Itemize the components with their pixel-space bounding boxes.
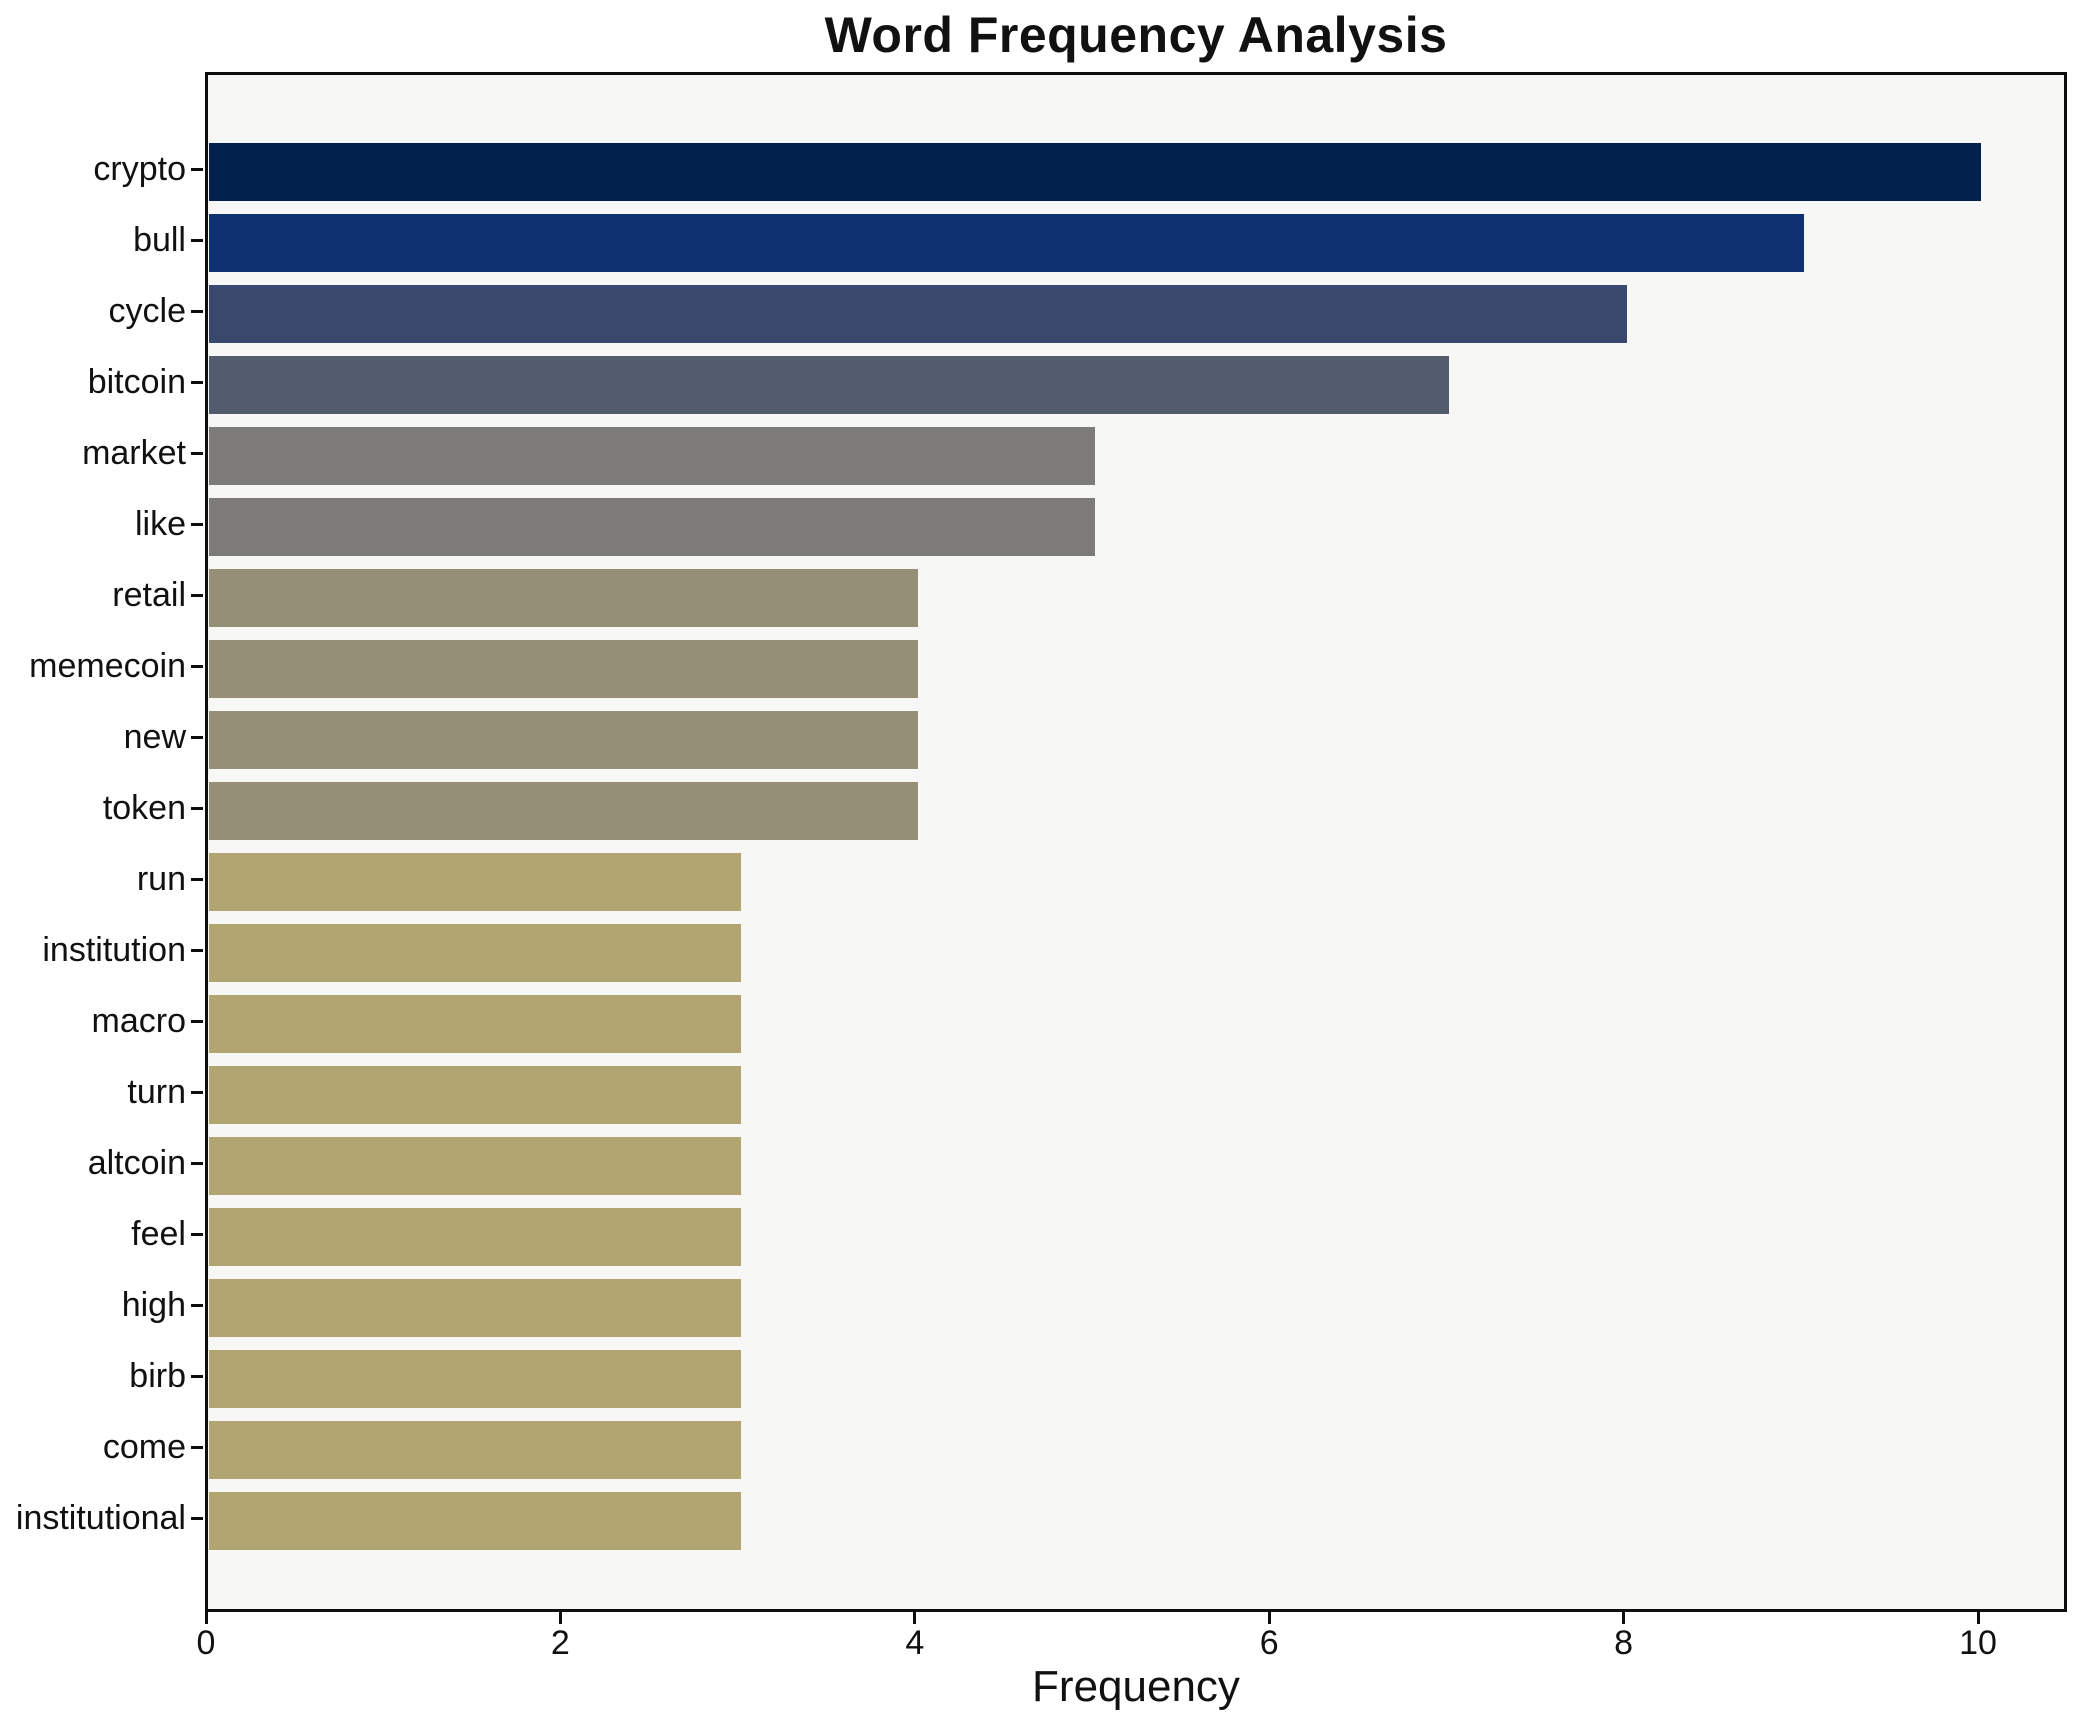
y-tick-mark <box>191 594 203 597</box>
y-tick-label-altcoin: altcoin <box>87 1144 186 1182</box>
y-tick-label-turn: turn <box>127 1073 186 1111</box>
y-tick-label-institution: institution <box>42 931 186 969</box>
bar-bitcoin <box>209 356 1450 414</box>
x-axis-title: Frequency <box>1032 1662 1240 1711</box>
bar-birb <box>209 1350 741 1408</box>
bar-high <box>209 1279 741 1337</box>
x-tick-mark <box>204 1612 208 1624</box>
bar-crypto <box>209 143 1981 201</box>
y-tick-mark <box>191 1446 203 1449</box>
x-tick-mark <box>1976 1612 1980 1624</box>
bar-macro <box>209 995 741 1053</box>
bar-institution <box>209 924 741 982</box>
bar-market <box>209 427 1095 485</box>
y-tick-mark <box>191 1162 203 1165</box>
y-tick-mark <box>191 736 203 739</box>
x-tick-mark <box>558 1612 562 1624</box>
y-tick-mark <box>191 239 203 242</box>
plot-area <box>205 72 2067 1612</box>
x-tick-label-0: 0 <box>196 1624 216 1662</box>
y-tick-mark <box>191 1517 203 1520</box>
y-tick-label-birb: birb <box>129 1357 186 1395</box>
y-tick-mark <box>191 807 203 810</box>
bar-feel <box>209 1208 741 1266</box>
bar-bull <box>209 214 1804 272</box>
bar-new <box>209 711 918 769</box>
y-tick-label-bull: bull <box>133 221 186 259</box>
y-tick-label-feel: feel <box>131 1215 186 1253</box>
y-tick-label-crypto: crypto <box>93 150 186 188</box>
y-tick-label-come: come <box>102 1428 186 1466</box>
y-tick-label-macro: macro <box>91 1002 186 1040</box>
y-tick-label-high: high <box>121 1286 186 1324</box>
y-tick-mark <box>191 310 203 313</box>
y-tick-label-market: market <box>82 434 186 472</box>
bar-retail <box>209 569 918 627</box>
x-tick-label-6: 6 <box>1259 1624 1279 1662</box>
bar-institutional <box>209 1492 741 1550</box>
y-tick-label-retail: retail <box>112 576 186 614</box>
x-tick-mark <box>913 1612 917 1624</box>
bar-token <box>209 782 918 840</box>
y-tick-mark <box>191 949 203 952</box>
y-tick-label-run: run <box>136 860 186 898</box>
x-tick-label-8: 8 <box>1614 1624 1634 1662</box>
bar-like <box>209 498 1095 556</box>
y-tick-mark <box>191 878 203 881</box>
bar-memecoin <box>209 640 918 698</box>
y-tick-mark <box>191 1233 203 1236</box>
y-tick-mark <box>191 168 203 171</box>
x-tick-label-10: 10 <box>1959 1624 1997 1662</box>
y-tick-mark <box>191 665 203 668</box>
bar-altcoin <box>209 1137 741 1195</box>
y-tick-mark <box>191 1304 203 1307</box>
y-tick-label-bitcoin: bitcoin <box>87 363 186 401</box>
y-tick-label-institutional: institutional <box>15 1499 186 1537</box>
bar-run <box>209 853 741 911</box>
y-tick-mark <box>191 1375 203 1378</box>
y-tick-label-like: like <box>134 505 186 543</box>
y-tick-label-memecoin: memecoin <box>29 647 186 685</box>
y-tick-label-cycle: cycle <box>108 292 186 330</box>
bar-cycle <box>209 285 1627 343</box>
bar-turn <box>209 1066 741 1124</box>
chart-title: Word Frequency Analysis <box>824 7 1448 63</box>
y-tick-mark <box>191 1020 203 1023</box>
x-tick-mark <box>1267 1612 1271 1624</box>
x-tick-mark <box>1622 1612 1626 1624</box>
y-tick-mark <box>191 381 203 384</box>
y-tick-mark <box>191 1091 203 1094</box>
y-tick-label-token: token <box>102 789 186 827</box>
bar-come <box>209 1421 741 1479</box>
x-tick-label-4: 4 <box>905 1624 925 1662</box>
y-tick-label-new: new <box>123 718 186 756</box>
y-tick-mark <box>191 523 203 526</box>
x-tick-label-2: 2 <box>550 1624 570 1662</box>
y-tick-mark <box>191 452 203 455</box>
